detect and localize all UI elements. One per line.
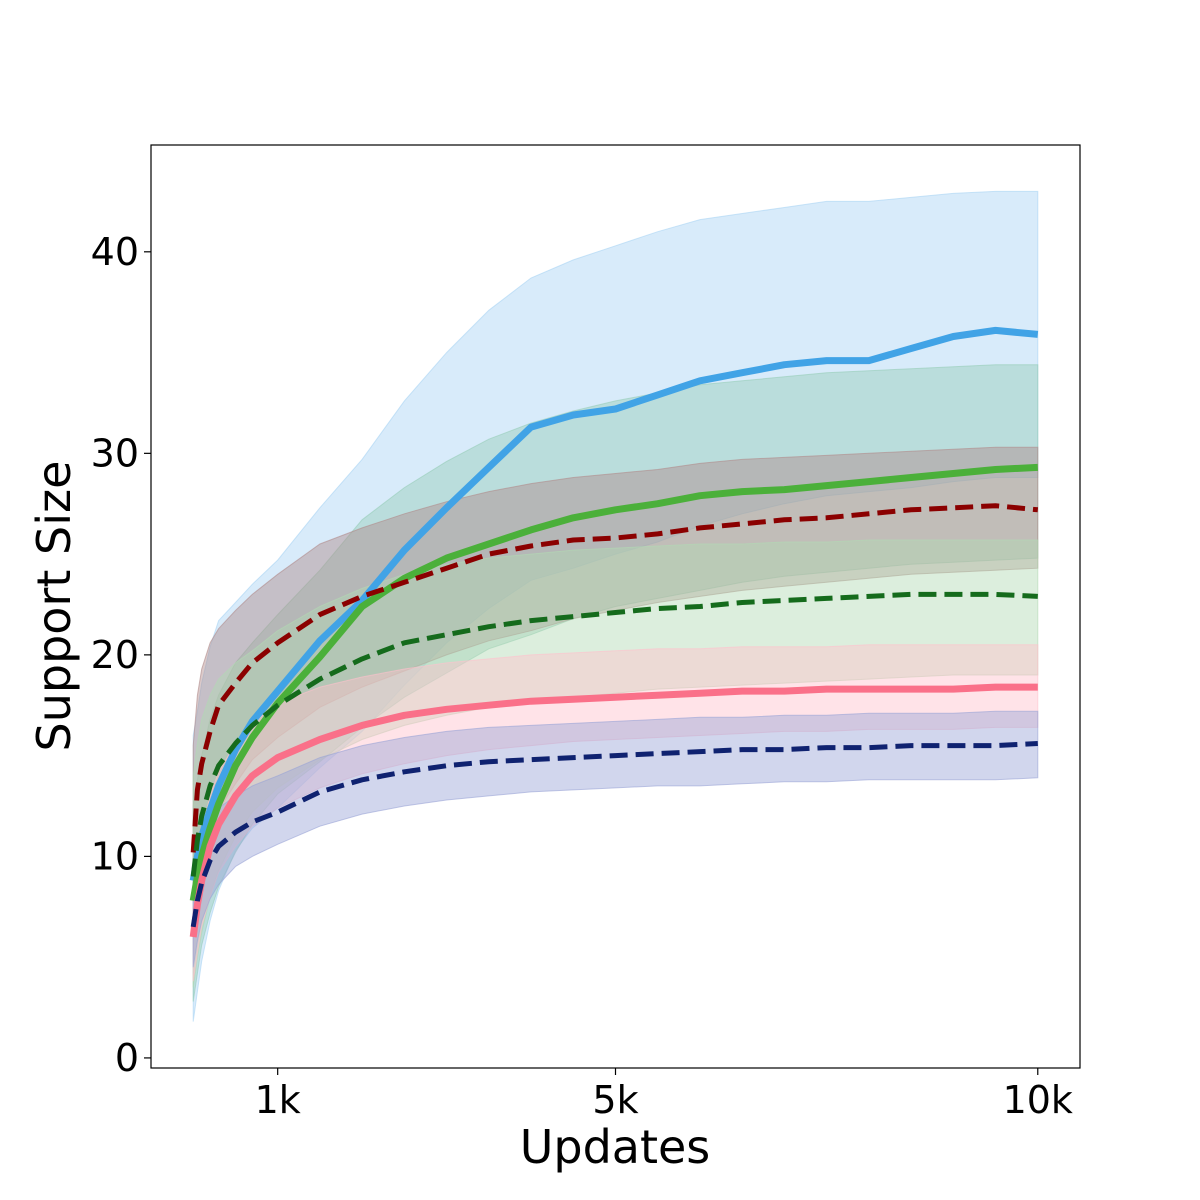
y-axis-title: Support Size bbox=[27, 461, 81, 752]
series-5-line bbox=[189, 683, 1038, 938]
y-tick-label: 0 bbox=[115, 1036, 139, 1080]
y-tick-label: 40 bbox=[91, 230, 139, 274]
x-axis: 1k 5k 10k bbox=[255, 1068, 1073, 1122]
series-1-line bbox=[189, 326, 1039, 882]
series-6-line bbox=[190, 741, 1038, 928]
series-lines bbox=[189, 326, 1039, 938]
x-tick-label: 5k bbox=[592, 1078, 638, 1122]
series-3-line bbox=[190, 503, 1039, 853]
y-tick-label: 10 bbox=[91, 834, 139, 878]
series-2-line bbox=[189, 463, 1038, 902]
confidence-bands bbox=[192, 190, 1039, 1022]
x-tick-label: 10k bbox=[1003, 1078, 1073, 1122]
x-tick-label: 1k bbox=[255, 1078, 301, 1122]
y-axis: 0 10 20 30 40 bbox=[91, 230, 151, 1080]
x-axis-title: Updates bbox=[520, 1120, 711, 1174]
series-4-line bbox=[190, 591, 1038, 877]
y-tick-label: 20 bbox=[91, 633, 139, 677]
series-6-band bbox=[192, 710, 1039, 968]
y-tick-label: 30 bbox=[91, 431, 139, 475]
